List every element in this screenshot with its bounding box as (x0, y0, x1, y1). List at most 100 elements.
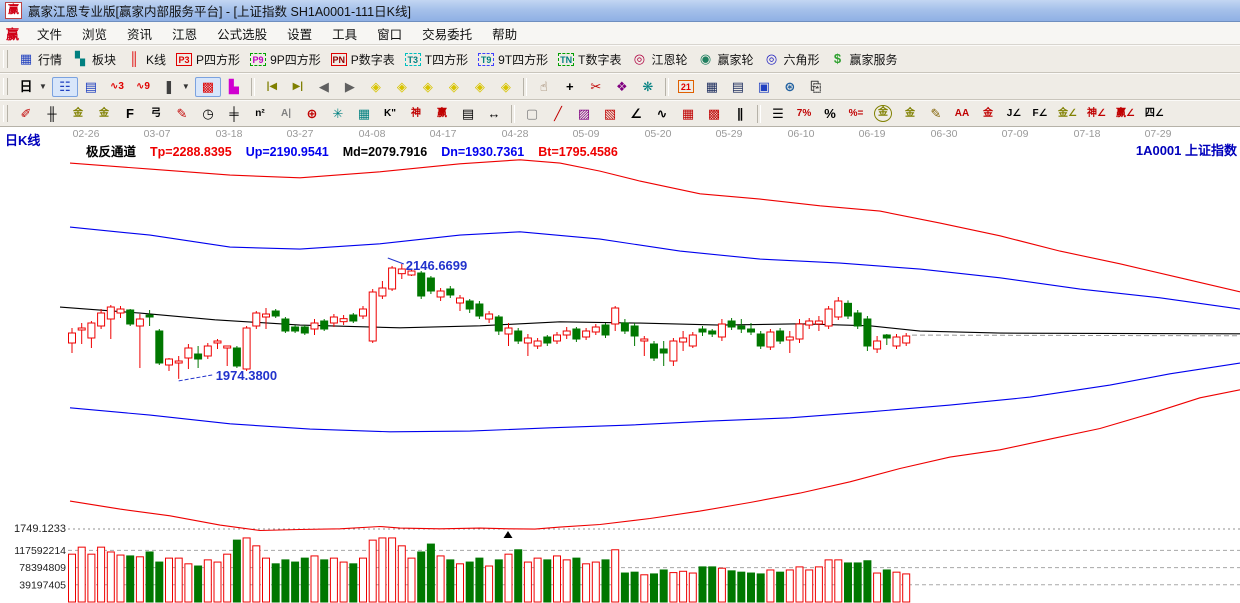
hexagon-button[interactable]: ◎ 六角形 (759, 49, 825, 70)
chevron-down-icon[interactable]: ▼ (181, 82, 190, 91)
kline-button[interactable]: ║ K线 (121, 49, 171, 70)
wave-check-tool[interactable]: ∿ (649, 104, 675, 124)
winner-service-button[interactable]: $ 赢家服务 (825, 49, 903, 70)
box-fan-tool[interactable]: ▧ (597, 104, 623, 124)
menu-item-window[interactable]: 窗口 (377, 27, 403, 42)
nav-next-button[interactable]: ▶ (337, 77, 363, 97)
menu-item-browse[interactable]: 浏览 (82, 27, 108, 42)
j-angle-tool[interactable]: J∠ (1001, 104, 1027, 124)
chart-area[interactable]: 02-26 03-07 03-18 03-27 04-08 04-17 04-28 05-09… (0, 126, 1240, 603)
double-a-tool[interactable]: AA (949, 104, 975, 124)
info-document-tool[interactable]: ▤ (78, 77, 104, 97)
toolbar-grip[interactable] (3, 77, 8, 96)
p-number-table-button[interactable]: PN P数字表 (326, 49, 400, 70)
kline-chart-canvas[interactable]: 02-26 03-07 03-18 03-27 04-08 04-17 04-28 05-09… (0, 127, 1240, 603)
tick-ruler-tool[interactable]: ╫ (39, 104, 65, 124)
fan-box-tool[interactable]: ▨ (571, 104, 597, 124)
volume-profile-tool[interactable]: ▙ (221, 77, 247, 97)
plain-ruler-tool[interactable]: ╪ (221, 104, 247, 124)
gold-circle-tool[interactable]: 金 (869, 103, 897, 124)
toolbar-grip[interactable] (3, 49, 8, 69)
menu-item-news[interactable]: 资讯 (127, 27, 153, 42)
nine-p-square-button[interactable]: P9 9P四方形 (245, 49, 326, 70)
menu-item-trade-order[interactable]: 交易委托 (422, 27, 473, 42)
percent-lines-tool[interactable]: %= (843, 104, 869, 124)
grid-fine-tool[interactable]: ▦ (675, 104, 701, 124)
expand-all-diamond[interactable]: ◈ (493, 77, 519, 97)
nav-last-button[interactable]: ▶| (285, 77, 311, 97)
winner-wheel-button[interactable]: ◉ 赢家轮 (692, 49, 758, 70)
angle-lines-tool[interactable]: ∠ (623, 104, 649, 124)
notes-tool[interactable]: ▤ (725, 77, 751, 97)
gold-angle-tool[interactable]: 金∠ (1053, 104, 1082, 124)
brush-tool[interactable]: ✐ (13, 104, 39, 124)
menu-item-tools[interactable]: 工具 (332, 27, 358, 42)
width-measure-tool[interactable]: ↔ (481, 104, 507, 124)
gold-scale2-tool[interactable]: 金 (91, 104, 117, 124)
box-select-tool[interactable]: ▢ (519, 104, 545, 124)
t-number-table-button[interactable]: TN T数字表 (553, 49, 626, 70)
mirror-tool[interactable]: A| (273, 104, 299, 124)
grid-coarse-tool[interactable]: ▩ (701, 104, 727, 124)
cut-tool[interactable]: ✂ (583, 77, 609, 97)
percent-tool[interactable]: % (817, 104, 843, 124)
period-day-selector[interactable]: 日 ▼ (13, 77, 52, 97)
hand-tool[interactable]: ☝ (531, 77, 557, 97)
sectors-button[interactable]: ▚ 板块 (67, 49, 121, 70)
compress-h-diamond[interactable]: ◈ (441, 77, 467, 97)
parallel-lines-tool[interactable]: ∥ (727, 104, 753, 124)
chart-template-tool[interactable]: ☷ (51, 76, 78, 97)
calendar-tool[interactable]: 21 (673, 78, 699, 95)
menu-item-gann[interactable]: 江恩 (172, 27, 198, 42)
time-cycle-tool[interactable]: ◷ (195, 104, 221, 124)
piano-ruler-tool[interactable]: ▤ (455, 104, 481, 124)
menu-item-help[interactable]: 帮助 (492, 27, 518, 42)
chevron-down-icon[interactable]: ▼ (39, 82, 47, 91)
grid-web-tool[interactable]: ▦ (351, 104, 377, 124)
menu-item-settings[interactable]: 设置 (287, 27, 313, 42)
toolbar-grip[interactable] (3, 104, 8, 123)
export-tool[interactable]: ⊛ (777, 77, 803, 97)
analysis-tool-purple[interactable]: ❖ (609, 77, 635, 97)
nav-first-button[interactable]: |◀ (259, 77, 285, 97)
fan-lines-tool[interactable]: ╱ (545, 104, 571, 124)
calculator-tool[interactable]: ▦ (699, 77, 725, 97)
menu-item-file[interactable]: 文件 (37, 27, 63, 42)
gold-lines-tool[interactable]: 金 (897, 104, 923, 124)
gann-wheel-button[interactable]: ◎ 江恩轮 (626, 49, 692, 70)
compass-tool[interactable]: ⊕ (299, 104, 325, 124)
bow-scale-tool[interactable]: 弓 (143, 104, 169, 124)
nav-prev-button[interactable]: ◀ (311, 77, 337, 97)
ying-angle-tool[interactable]: 赢∠ (1111, 104, 1140, 124)
pattern-overlay-tool[interactable]: ▩ (194, 76, 221, 97)
n-square-tool[interactable]: n² (247, 104, 273, 124)
red-pencil-tool[interactable]: ✎ (169, 104, 195, 124)
gold-red-tool[interactable]: 金 (975, 104, 1001, 124)
ying-ruler-tool[interactable]: 赢 (429, 104, 455, 124)
k-notation-tool[interactable]: K" (377, 104, 403, 124)
zoom-left-diamond[interactable]: ◈ (363, 77, 389, 97)
f-angle-tool[interactable]: F∠ (1027, 104, 1053, 124)
candle-style-selector[interactable]: ❚ ▼ (156, 77, 195, 97)
crosshair-tool[interactable]: + (557, 77, 583, 97)
wave9-tool[interactable]: ∿9 (130, 77, 156, 97)
f-scale-tool[interactable]: F (117, 104, 143, 124)
bar-meter-tool[interactable]: ☰ (765, 104, 791, 124)
star-web-tool[interactable]: ✳ (325, 104, 351, 124)
nine-t-square-button[interactable]: T9 9T四方形 (473, 49, 553, 70)
percent-triangle-tool[interactable]: 7% (791, 104, 817, 124)
menu-item-formula-stock-pick[interactable]: 公式选股 (217, 27, 268, 42)
zoom-right-diamond[interactable]: ◈ (389, 77, 415, 97)
shen-angle-tool[interactable]: 神∠ (1082, 104, 1111, 124)
title-bar[interactable]: 赢 赢家江恩专业版[赢家内部服务平台] - [上证指数 SH1A0001-111… (0, 0, 1240, 22)
print-tool[interactable]: ⎘ (803, 77, 829, 97)
save-tool[interactable]: ▣ (751, 77, 777, 97)
shen-ruler-tool[interactable]: 神 (403, 104, 429, 124)
p-square-button[interactable]: P3 P四方形 (171, 49, 245, 70)
si-angle-tool[interactable]: 四∠ (1140, 104, 1169, 124)
quotes-button[interactable]: ▦ 行情 (13, 49, 67, 70)
wave3-tool[interactable]: ∿3 (104, 77, 130, 97)
t-square-button[interactable]: T3 T四方形 (400, 49, 473, 70)
cycle-tool-teal[interactable]: ❋ (635, 77, 661, 97)
gold-pencil-tool[interactable]: ✎ (923, 104, 949, 124)
